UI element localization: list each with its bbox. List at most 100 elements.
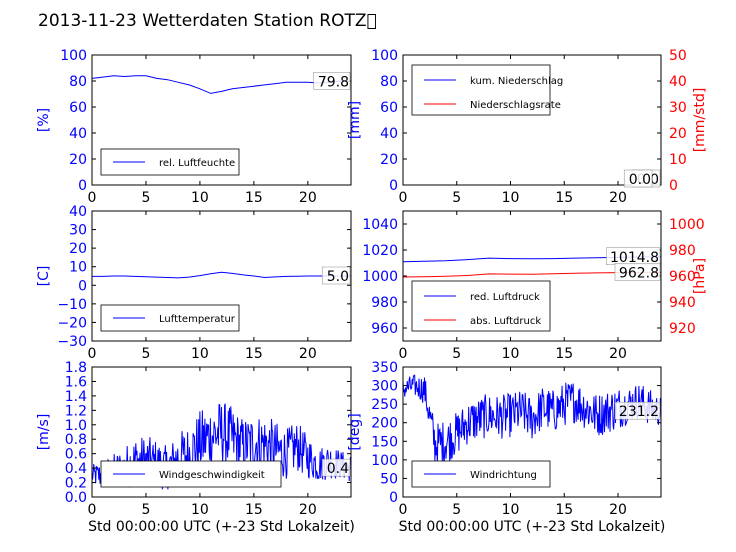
- x-tick-label-temperature: 15: [245, 346, 263, 362]
- y-tick-label-wind_speed: 1.8: [65, 360, 87, 376]
- y2-axis-label-pressure: [hPa]: [692, 258, 708, 294]
- x-tick-label-pressure: 5: [452, 346, 461, 362]
- y-tick-label-humidity: 80: [69, 74, 87, 90]
- y-tick-label-wind_direction: 200: [371, 416, 398, 432]
- y-tick-label-wind_speed: 1.6: [65, 374, 87, 390]
- panel-humidity: 0 5 10 15 20 0 20 40 60 80 100 [%] 79.8 rel. Luftfeuc…: [36, 48, 352, 206]
- y-tick-label-temperature: 20: [69, 241, 87, 257]
- value-label-temperature: 5.0: [327, 269, 349, 285]
- y-axis-label-temperature: [C]: [36, 266, 52, 287]
- y-tick-label-humidity: 60: [69, 100, 87, 116]
- y2-tick-label-precipitation: 10: [669, 152, 687, 168]
- panel-temperature: 0 5 10 15 20 −30 −20 −10 0 10 20 30 40 [C] 5.0 Lufttemp…: [36, 204, 352, 362]
- value-label-box-precipitation: [623, 169, 653, 188]
- y-tick-label-precipitation: 20: [380, 152, 398, 168]
- x-tick-label-humidity: 15: [245, 190, 263, 206]
- y2-axis-label-precipitation: [mm/std]: [692, 88, 708, 153]
- x-tick-label-precipitation: 5: [452, 190, 461, 206]
- value-label-box-humidity: [313, 72, 351, 90]
- value-label-box-wind_direction: [614, 401, 661, 420]
- y-tick-label-humidity: 40: [69, 126, 87, 142]
- figure-title: 2013-11-23 Wetterdaten Station ROTZ : [38, 11, 377, 31]
- y-axis-label-wind_direction: [deg]: [347, 413, 363, 450]
- x-tick-label-wind_direction: 15: [555, 502, 573, 518]
- x-tick-label-wind_speed: 0: [88, 502, 97, 518]
- y2-tick-label-precipitation: 40: [669, 74, 687, 90]
- value-label-humidity: 79.8: [318, 74, 349, 90]
- y-tick-label-pressure: 980: [371, 295, 398, 311]
- legend-entry-humidity: rel. Luftfeuchte: [159, 158, 235, 169]
- y-tick-label-temperature: −10: [57, 297, 87, 313]
- legend-wind_direction: Windrichtung: [411, 460, 551, 488]
- y-tick-label-wind_speed: 0.0: [65, 490, 87, 506]
- y2-tick-label-precipitation: 20: [669, 126, 687, 142]
- y2-tick-label-precipitation: 50: [669, 48, 687, 64]
- y-tick-label-precipitation: 80: [380, 74, 398, 90]
- y-tick-label-wind_speed: 0.4: [65, 461, 87, 477]
- y-tick-label-wind_direction: 50: [380, 471, 398, 487]
- x-tick-label-temperature: 10: [191, 346, 209, 362]
- panel-wind_speed: 0 5 10 15 200.00.20.40.60.81.01.21.41.61.8[m…: [36, 360, 355, 535]
- y-tick-label-wind_speed: 0.8: [65, 432, 87, 448]
- x-tick-label-humidity: 20: [299, 190, 317, 206]
- x-tick-label-wind_speed: 10: [191, 502, 209, 518]
- series-line-wind_speed-0: [91, 403, 352, 490]
- legend-humidity: rel. Luftfeuchte: [100, 148, 240, 176]
- y2-tick-label-pressure: 940: [669, 295, 696, 311]
- y-tick-label-humidity: 20: [69, 152, 87, 168]
- panel-precipitation: 0 5 10 15 20 0 20 40 60 80 100 0 10 20 30 40 50 [mm] [mm/s…: [347, 48, 708, 206]
- y-tick-label-pressure: 1000: [362, 269, 398, 285]
- x-tick-label-precipitation: 20: [609, 190, 627, 206]
- x-tick-label-precipitation: 0: [399, 190, 408, 206]
- x-tick-label-precipitation: 10: [502, 190, 520, 206]
- y2-tick-label-pressure: 1000: [669, 217, 705, 233]
- y2-tick-label-pressure: 920: [669, 321, 696, 337]
- y-tick-label-temperature: −30: [57, 334, 87, 350]
- value-label-box-pressure: [614, 263, 661, 281]
- value-label-precipitation: 0.0: [629, 172, 651, 188]
- legend-pressure: red. Luftdruck abs. Luftdruck: [411, 280, 551, 332]
- y-tick-label-humidity: 0: [78, 178, 87, 194]
- legend-entry-precipitation: Niederschlagsrate: [470, 100, 561, 111]
- axes-frame-wind_direction: [402, 366, 662, 498]
- x-tick-label-temperature: 5: [141, 346, 150, 362]
- panel-pressure: 0 5 10 15 20 960 980 1000 1020 1040 920 940 960 980 10…: [362, 210, 708, 362]
- x-tick-label-pressure: 15: [555, 346, 573, 362]
- y-tick-label-pressure: 960: [371, 321, 398, 337]
- y-tick-label-pressure: 1040: [362, 217, 398, 233]
- y-tick-label-precipitation: 60: [380, 100, 398, 116]
- y-axis-label-wind_speed: [m/s]: [36, 414, 52, 451]
- y-tick-label-wind_direction: 300: [371, 379, 398, 395]
- x-tick-label-pressure: 10: [502, 346, 520, 362]
- y-tick-label-wind_direction: 0: [389, 490, 398, 506]
- legend-entry-wind_direction: Windrichtung: [470, 470, 537, 481]
- legend-entry-wind_speed: Windgeschwindigkeit: [159, 470, 265, 481]
- x-tick-label-wind_direction: 0: [399, 502, 408, 518]
- y-tick-label-wind_speed: 1.2: [65, 403, 87, 419]
- legend-entry-precipitation: kum. Niederschlag: [470, 76, 563, 87]
- value-label-wind_direction: 231.2: [619, 404, 659, 420]
- y-tick-label-wind_direction: 350: [371, 360, 398, 376]
- axes-frame-wind_speed: [91, 366, 352, 498]
- y-tick-label-temperature: 40: [69, 204, 87, 220]
- y-tick-label-temperature: 10: [69, 260, 87, 276]
- x-tick-label-temperature: 20: [299, 346, 317, 362]
- y-axis-label-precipitation: [mm]: [347, 101, 363, 139]
- y-tick-label-wind_speed: 0.6: [65, 447, 87, 463]
- y-tick-label-precipitation: 100: [371, 48, 398, 64]
- x-tick-label-wind_direction: 5: [452, 502, 461, 518]
- legend-entry-pressure: red. Luftdruck: [470, 292, 540, 303]
- x-tick-label-wind_direction: 10: [502, 502, 520, 518]
- x-tick-label-wind_speed: 5: [141, 502, 150, 518]
- y-tick-label-temperature: 0: [78, 278, 87, 294]
- x-tick-label-pressure: 20: [609, 346, 627, 362]
- y-tick-label-wind_speed: 1.4: [65, 389, 87, 405]
- x-tick-label-wind_speed: 15: [245, 502, 263, 518]
- legend-precipitation: kum. Niederschlag Niederschlagsrate: [411, 64, 563, 116]
- legend-entry-pressure: abs. Luftdruck: [470, 316, 541, 327]
- axes-frame-precipitation: [402, 54, 662, 186]
- x-axis-label-wind_direction: Std 00:00:00 UTC (+-23 Std Lokalzeit): [399, 519, 666, 535]
- legend-temperature: Lufttemperatur: [100, 304, 240, 332]
- x-tick-label-humidity: 10: [191, 190, 209, 206]
